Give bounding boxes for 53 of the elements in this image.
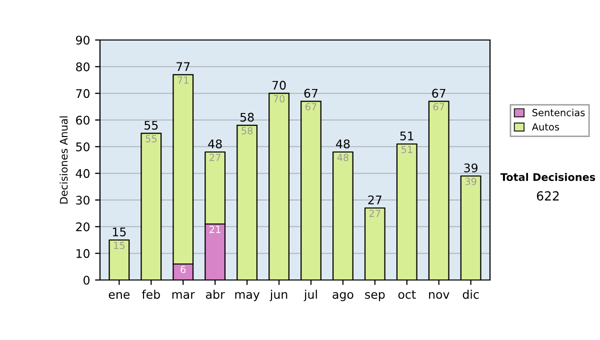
- total-label: 77: [176, 62, 190, 71]
- y-tick-label: 0: [84, 276, 90, 285]
- total-label: 27: [368, 195, 382, 204]
- data-label: 51: [401, 146, 412, 154]
- total-label: 48: [336, 139, 350, 148]
- y-tick-label: 60: [76, 116, 90, 125]
- y-tick-label: 30: [76, 196, 90, 205]
- total-label: 70: [272, 80, 286, 90]
- data-label: 70: [274, 95, 285, 102]
- data-label: 39: [465, 178, 476, 186]
- y-tick-label: 50: [76, 142, 90, 152]
- total-label: 48: [208, 139, 222, 148]
- data-label: 6: [180, 266, 186, 274]
- y-tick-label: 10: [76, 249, 90, 258]
- y-tick-label: 20: [76, 222, 90, 232]
- x-tick-label: nov: [429, 292, 450, 299]
- legend-label: Sentencias: [532, 108, 585, 116]
- data-label: 27: [210, 154, 220, 161]
- x-tick-label: may: [235, 292, 260, 302]
- x-tick-label: ago: [332, 292, 354, 302]
- data-label: 48: [337, 154, 348, 162]
- total-label: 15: [112, 228, 126, 236]
- x-tick-label: dic: [462, 290, 479, 299]
- total-label: 55: [144, 120, 158, 130]
- x-tick-label: oct: [398, 290, 416, 299]
- x-tick-label: jul: [304, 290, 317, 302]
- data-label: 21: [210, 226, 220, 233]
- total-label: 67: [304, 88, 318, 98]
- y-tick-label: 70: [76, 89, 90, 98]
- x-tick-label: ene: [108, 292, 130, 299]
- text: 622: [536, 191, 559, 201]
- y-tick-label: 40: [76, 169, 90, 178]
- total-label: 58: [240, 112, 254, 122]
- text: Total Decisiones: [500, 172, 596, 182]
- x-tick-label: sep: [365, 292, 385, 302]
- y-axis-title: Decisiones Anual: [60, 116, 68, 204]
- total-label: 67: [432, 88, 446, 98]
- x-tick-label: feb: [142, 290, 160, 299]
- x-tick-label: abr: [206, 290, 225, 299]
- x-tick-label: jun: [270, 290, 288, 302]
- total-label: 39: [464, 163, 478, 172]
- legend-label: Autos: [532, 123, 560, 131]
- data-label: 27: [369, 210, 380, 217]
- data-label: 15: [114, 242, 125, 250]
- data-label: 67: [433, 103, 444, 110]
- data-label: 58: [242, 127, 253, 134]
- x-tick-label: mar: [172, 292, 195, 299]
- y-tick-label: 80: [76, 62, 90, 72]
- data-label: 71: [178, 76, 188, 84]
- total-label: 51: [400, 132, 414, 140]
- data-label: 55: [146, 135, 156, 142]
- data-label: 67: [305, 103, 316, 110]
- y-tick-label: 90: [76, 36, 90, 45]
